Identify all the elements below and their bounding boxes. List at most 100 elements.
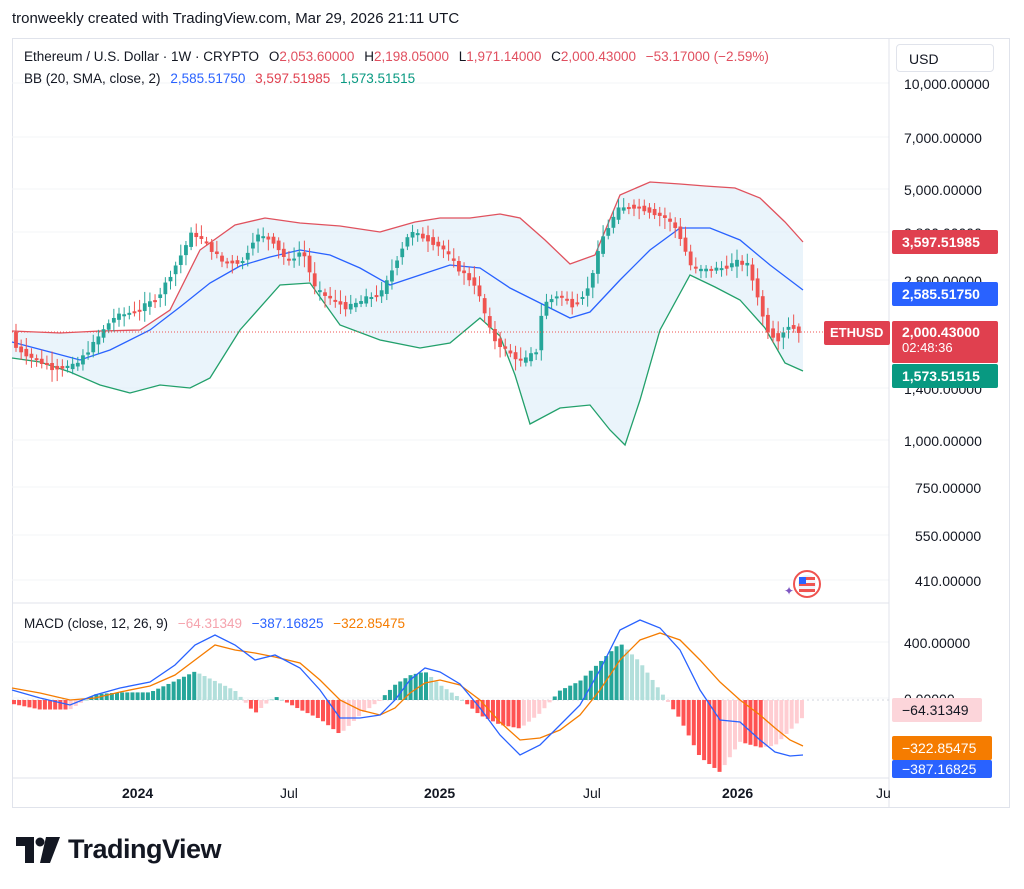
candle-body	[81, 355, 85, 365]
macd-histogram-bar	[166, 683, 171, 700]
macd-histogram-bar	[37, 700, 42, 710]
low-label: L	[458, 49, 467, 64]
macd-histogram-bar	[243, 700, 248, 703]
candle-body	[415, 233, 420, 236]
candle-body	[760, 296, 765, 317]
candle-body	[539, 315, 544, 351]
macd-histogram-bar	[578, 680, 583, 700]
candle-body	[374, 295, 379, 298]
candle-body	[565, 298, 569, 301]
macd-histogram-bar	[763, 700, 768, 747]
chart-frame	[12, 38, 1010, 808]
macd-histogram-bar	[346, 700, 351, 726]
candle-body	[673, 222, 678, 228]
macd-histogram-bar	[372, 700, 377, 705]
candles	[14, 198, 801, 382]
macd-histogram-bar	[490, 700, 495, 722]
candle-body	[45, 362, 49, 365]
candle-body	[132, 311, 137, 314]
macd-line-badge: −387.16825	[892, 760, 992, 778]
candle-body	[343, 302, 348, 310]
macd-histogram-bar	[506, 700, 511, 727]
candle-body	[111, 317, 116, 323]
bb-lower-line	[11, 274, 804, 447]
macd-histogram-bar	[460, 699, 465, 701]
macd-histogram-bar	[274, 697, 279, 700]
macd-histogram-bar	[521, 700, 526, 726]
candle-body	[354, 302, 358, 308]
candle-body	[771, 328, 775, 338]
candle-body	[168, 276, 173, 282]
candle-body	[652, 208, 657, 216]
macd-histogram-bar	[321, 700, 325, 722]
macd-histogram-bar	[614, 646, 619, 700]
candle-body	[251, 242, 255, 249]
candle-body	[796, 326, 801, 333]
symbol-badge: ETHUSD	[824, 321, 890, 345]
candle-body	[359, 301, 363, 304]
candle-body	[209, 242, 214, 252]
candle-body	[240, 261, 245, 264]
candle-body	[781, 332, 786, 338]
candle-body	[431, 237, 436, 245]
macd-histogram-bar	[707, 700, 712, 765]
candle-body	[678, 226, 683, 240]
macd-histogram-bar	[537, 700, 542, 714]
macd-histogram-bar	[202, 676, 207, 700]
macd-histogram-bar	[480, 700, 485, 717]
candle-body	[19, 346, 24, 353]
candle-body	[194, 232, 199, 238]
candle-body	[446, 251, 451, 255]
candle-body	[173, 265, 178, 275]
macd-histogram-bar	[140, 692, 145, 700]
candle-body	[400, 248, 405, 258]
candle-body	[462, 270, 466, 274]
macd-histogram-bar	[403, 678, 408, 700]
candle-body	[755, 278, 760, 298]
macd-histogram-bar	[377, 700, 382, 701]
candle-body	[498, 338, 502, 348]
candle-body	[55, 365, 60, 370]
macd-histogram-bar	[115, 692, 119, 700]
macd-histogram-bar	[799, 700, 804, 719]
time-tick: Jul	[583, 785, 601, 801]
macd-histogram-bar	[408, 675, 413, 700]
flag-icon[interactable]: ✦	[784, 570, 821, 598]
candle-body	[24, 348, 29, 357]
candle-body	[235, 260, 240, 264]
macd-histogram-bar	[387, 689, 392, 700]
candle-body	[786, 326, 791, 330]
macd-histogram-bar	[593, 665, 598, 700]
macd-hist-badge: −64.31349	[892, 698, 982, 722]
candle-body	[390, 270, 394, 282]
macd-histogram-bar	[120, 692, 125, 700]
currency-button[interactable]: USD	[896, 44, 994, 72]
macd-histogram-bar	[635, 659, 640, 700]
bb-lower-badge: 1,573.51515	[892, 364, 998, 388]
macd-histogram-bar	[125, 692, 130, 700]
high-label: H	[364, 49, 374, 64]
macd-signal-badge: −322.85475	[892, 736, 992, 760]
candle-body	[493, 328, 497, 342]
bb-upper-line	[11, 181, 804, 334]
macd-histogram-bar	[259, 700, 264, 708]
macd-histogram-bar	[17, 700, 22, 706]
macd-histogram-bar	[779, 700, 784, 740]
macd-histogram-bar	[53, 700, 58, 710]
macd-histogram-bar	[398, 681, 403, 700]
macd-histogram-bar	[223, 685, 228, 700]
price-tick: 5,000.00000	[904, 182, 982, 198]
macd-histogram-bar	[650, 679, 655, 700]
price-tick: 410.00000	[915, 573, 981, 589]
macd-histogram-bar	[187, 674, 192, 700]
candle-body	[683, 237, 688, 252]
macd-pane	[11, 619, 889, 772]
candle-body	[14, 331, 18, 348]
candle-body	[395, 260, 399, 268]
candle-body	[271, 236, 276, 244]
close-value: 2,000.43000	[560, 49, 636, 64]
macd-histogram-bar	[254, 700, 259, 713]
macd-histogram-bar	[547, 700, 552, 703]
candle-body	[513, 352, 518, 360]
